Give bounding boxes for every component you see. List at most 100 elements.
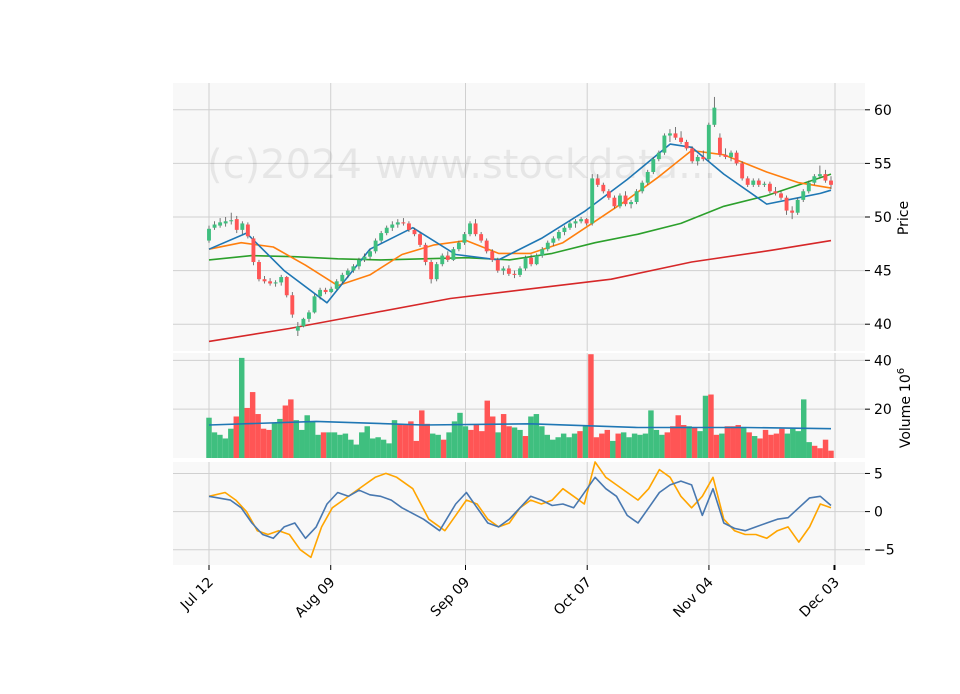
x-tick-label: Aug 09	[292, 575, 338, 621]
volume-bar	[228, 428, 234, 458]
candle-body	[307, 312, 311, 319]
candle-body	[829, 180, 833, 185]
volume-axis-label-exponent: 6	[896, 368, 907, 374]
candle-body	[401, 222, 406, 224]
volume-bar	[686, 426, 692, 458]
volume-axis-label: Volume 106	[896, 368, 914, 448]
volume-bar	[822, 439, 829, 458]
candle-body	[645, 171, 650, 183]
volume-bar	[599, 433, 605, 458]
candle-body	[362, 256, 367, 260]
volume-bar	[369, 438, 376, 458]
candle-body	[451, 249, 456, 260]
volume-bar	[566, 437, 572, 458]
candle-body	[218, 222, 223, 226]
volume-bar	[779, 428, 785, 458]
candle-body	[357, 259, 361, 267]
volume-bar	[675, 415, 681, 458]
volume-bar	[539, 426, 545, 458]
candle-body	[412, 229, 417, 235]
candle-body	[234, 219, 239, 230]
volume-axis-label-text: Volume	[898, 396, 914, 448]
candle-body	[756, 180, 761, 185]
volume-bar	[239, 357, 245, 458]
candle-body	[229, 220, 234, 222]
candle-body	[534, 255, 539, 265]
volume-ma-line	[208, 420, 832, 430]
price-tick-label: 45	[874, 264, 892, 280]
volume-bar	[735, 425, 741, 458]
x-tick-label: Sep 09	[428, 575, 474, 621]
volume-bar	[468, 429, 474, 458]
candle-body	[767, 183, 772, 192]
volume-bar	[260, 428, 267, 458]
candle-body	[612, 197, 617, 207]
candle-body	[806, 182, 811, 192]
volume-bar	[615, 433, 621, 458]
candle-body	[490, 251, 495, 260]
volume-bar	[626, 437, 632, 458]
candle-body	[518, 268, 522, 275]
candle-body	[640, 182, 645, 192]
candle-body	[529, 257, 534, 265]
volume-bar	[762, 429, 769, 458]
volume-bar	[637, 434, 643, 458]
volume-bar	[266, 429, 272, 458]
volume-bar	[555, 437, 561, 458]
volume-bar	[768, 434, 774, 458]
volume-bar	[217, 434, 223, 458]
candle-body	[595, 178, 600, 185]
ma-long-line	[208, 173, 832, 261]
volume-bar	[271, 422, 278, 458]
volume-bar	[304, 415, 310, 458]
candle-body	[395, 222, 400, 225]
candle-body	[368, 251, 372, 257]
candle-body	[340, 274, 345, 282]
candle-body	[723, 154, 728, 157]
volume-bar	[309, 421, 316, 458]
x-tick-label: Dec 03	[797, 575, 843, 621]
volume-bar	[353, 444, 360, 458]
candle-body	[729, 152, 733, 157]
volume-bar	[784, 433, 791, 458]
volume-bar	[473, 425, 480, 458]
volume-bar	[320, 432, 327, 458]
candle-body	[279, 277, 284, 283]
candle-body	[423, 244, 428, 263]
volume-bar	[326, 432, 332, 458]
volume-bar	[697, 431, 703, 458]
volume-bar	[817, 448, 823, 458]
candle-body	[207, 228, 211, 241]
candle-body	[318, 289, 323, 297]
volume-bar	[222, 438, 229, 458]
candle-body	[479, 234, 484, 241]
candle-body	[556, 232, 561, 239]
watermark: (c)2024 www.stockdata...	[207, 142, 716, 188]
candle-body	[445, 255, 450, 260]
volume-bar	[746, 432, 752, 458]
candle-body	[501, 268, 506, 271]
candle-body	[745, 178, 750, 185]
volume-bar	[457, 412, 463, 458]
candle-body	[584, 219, 589, 224]
volume-bar	[435, 434, 441, 458]
candle-body	[618, 195, 622, 207]
volume-bar	[500, 414, 507, 458]
candle-body	[406, 223, 411, 230]
volume-bar	[244, 407, 250, 458]
oscillator-lines	[208, 461, 832, 559]
candle-body	[656, 152, 661, 160]
volume-bar	[724, 426, 731, 458]
price-tick-label: 40	[874, 317, 892, 333]
x-tick-label: Jul 12	[177, 575, 217, 615]
volume-bar	[790, 428, 796, 458]
candle-body	[240, 223, 245, 230]
volume-bar	[293, 420, 300, 458]
volume-bar	[730, 426, 736, 458]
candle-body	[323, 289, 328, 293]
volume-bar	[380, 439, 387, 458]
volume-bar	[642, 433, 649, 458]
volume-bar	[757, 438, 763, 458]
volume-bar	[773, 433, 780, 458]
candle-body	[379, 233, 384, 241]
